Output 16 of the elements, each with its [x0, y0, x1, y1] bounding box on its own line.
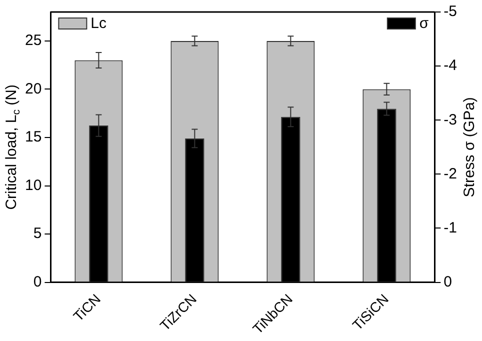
y-tick-label: 20 [24, 80, 42, 98]
legend-label: Lc [90, 15, 108, 32]
y2-tick-label: -1 [444, 219, 458, 236]
y-tick-label: 10 [24, 176, 42, 194]
y2-tick-label: -3 [444, 111, 458, 128]
y-tick-label: 5 [33, 225, 42, 242]
y-tick-label: 15 [24, 128, 42, 146]
y2-tick-label: 0 [444, 273, 452, 290]
legend-label: σ [419, 15, 430, 32]
y2-tick-label: -4 [444, 57, 458, 74]
y-tick-label: 25 [24, 32, 42, 50]
y2-tick-label: -2 [444, 165, 458, 182]
y-tick-label: 0 [33, 273, 42, 290]
y2-tick-label: -5 [444, 3, 458, 20]
y-axis-title: Critical load, Lc (N) [3, 84, 22, 210]
y2-axis-title: Stress σ (GPa) [461, 97, 478, 198]
